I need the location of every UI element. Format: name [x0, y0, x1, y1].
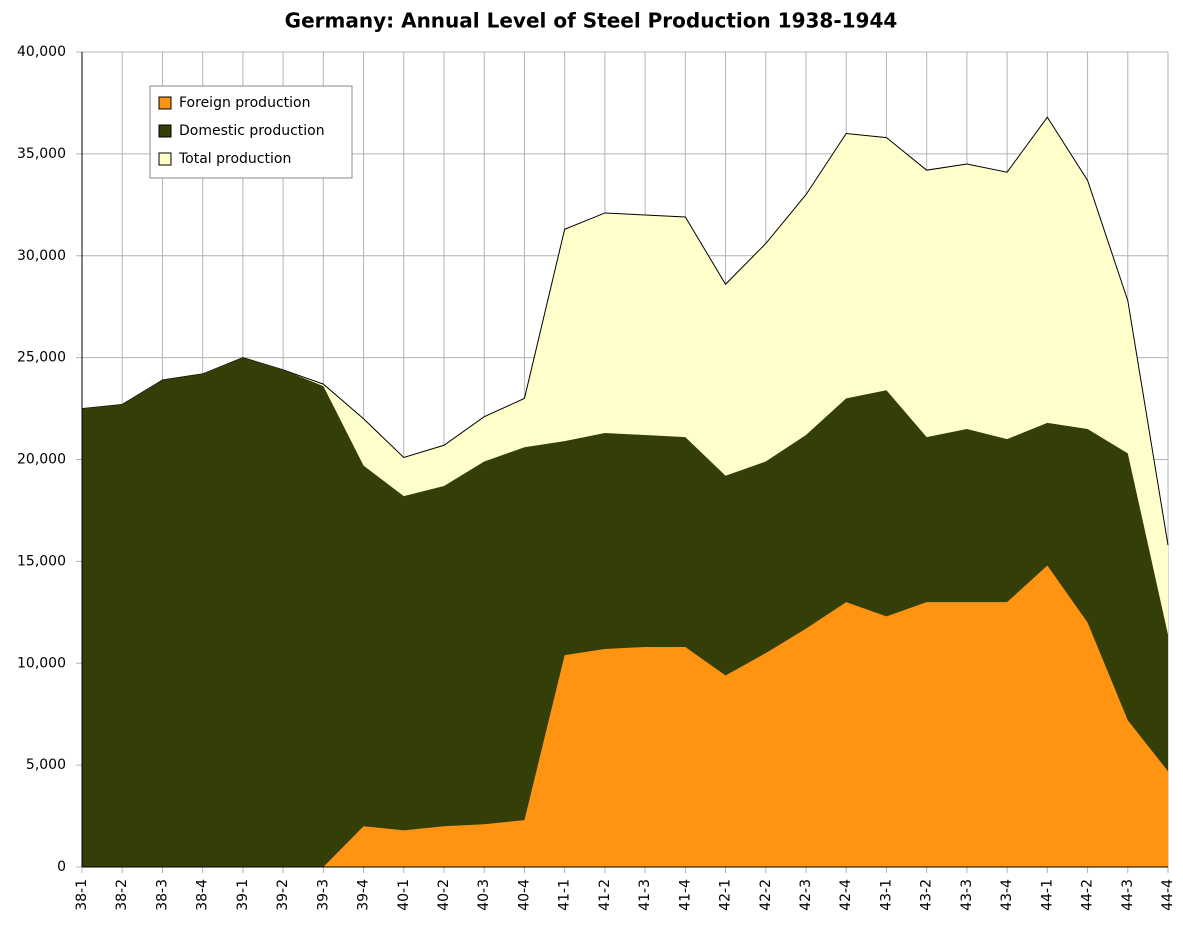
- x-tick-label: 44-4: [1160, 879, 1176, 911]
- y-tick-label: 20,000: [17, 452, 66, 468]
- x-tick-label: 43-4: [999, 879, 1015, 911]
- x-tick-label: 43-2: [919, 879, 935, 911]
- x-tick-label: 44-1: [1039, 879, 1055, 911]
- x-tick-label: 40-3: [476, 879, 492, 911]
- x-tick-label: 43-3: [959, 879, 975, 911]
- x-tick-label: 43-1: [878, 879, 894, 911]
- y-tick-label: 25,000: [17, 350, 66, 366]
- y-tick-label: 0: [57, 859, 66, 875]
- x-tick-label: 38-3: [154, 879, 170, 911]
- x-tick-label: 40-2: [436, 879, 452, 911]
- x-tick-label: 41-2: [597, 879, 613, 911]
- x-tick-label: 39-4: [356, 879, 372, 911]
- x-tick-label: 42-1: [718, 879, 734, 911]
- x-tick-label: 40-4: [516, 879, 532, 911]
- x-tick-label: 39-2: [275, 879, 291, 911]
- x-tick-label: 44-3: [1120, 879, 1136, 911]
- x-tick-label: 42-3: [798, 879, 814, 911]
- legend-swatch: [158, 124, 172, 138]
- legend-swatch: [158, 96, 172, 110]
- legend-swatch: [158, 152, 172, 166]
- legend: Foreign production Domestic production Tot…: [149, 85, 353, 179]
- legend-label: Domestic production: [179, 123, 325, 139]
- y-tick-label: 5,000: [26, 757, 66, 773]
- x-tick-label: 38-4: [195, 879, 211, 911]
- x-tick-label: 41-1: [557, 879, 573, 911]
- x-tick-label: 38-1: [74, 879, 90, 911]
- y-tick-label: 15,000: [17, 553, 66, 569]
- chart-title: Germany: Annual Level of Steel Productio…: [285, 9, 898, 33]
- x-tick-label: 42-4: [838, 879, 854, 911]
- y-tick-label: 35,000: [17, 146, 66, 162]
- y-tick-label: 10,000: [17, 655, 66, 671]
- legend-box: [149, 85, 353, 179]
- y-tick-label: 30,000: [17, 248, 66, 264]
- area: [323, 565, 1168, 867]
- x-tick-label: 39-3: [315, 879, 331, 911]
- x-tick-label: 41-3: [637, 879, 653, 911]
- area-outline: [81, 116, 1169, 546]
- x-tick-label: 42-2: [758, 879, 774, 911]
- legend-label: Total production: [178, 151, 291, 167]
- x-tick-label: 40-1: [396, 879, 412, 911]
- x-tick-label: 44-2: [1080, 879, 1096, 911]
- x-tick-label: 39-1: [235, 879, 251, 911]
- y-tick-label: 40,000: [17, 44, 66, 60]
- x-tick-label: 41-4: [677, 879, 693, 911]
- legend-label: Foreign production: [179, 95, 310, 111]
- x-tick-label: 38-2: [114, 879, 130, 911]
